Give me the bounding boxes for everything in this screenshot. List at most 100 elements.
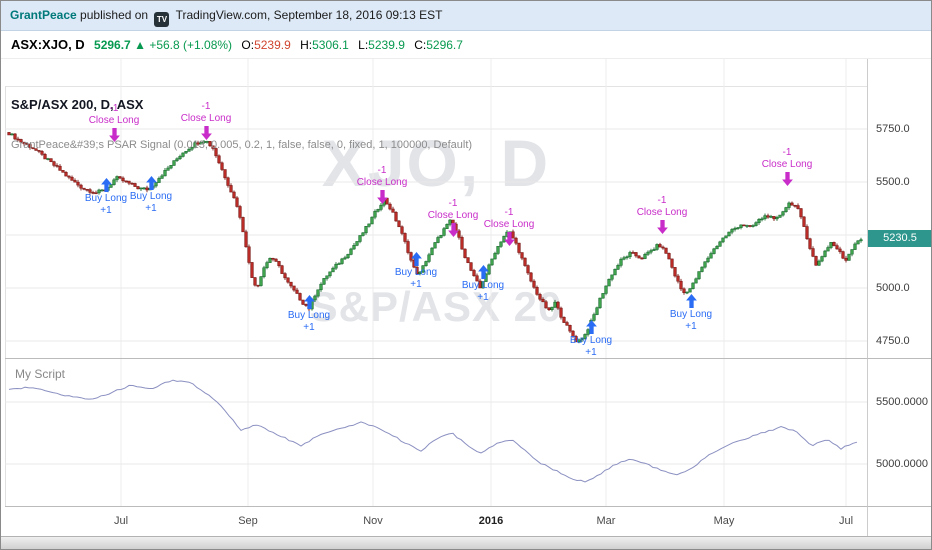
close-signal-label: Close Long xyxy=(180,113,232,124)
down-arrow-icon xyxy=(656,220,668,234)
up-arrow-icon xyxy=(145,176,157,190)
buy-signal: Buy Long +1 xyxy=(660,293,722,333)
time-axis-label: Jul xyxy=(113,515,129,527)
change-up-arrow-icon: ▲ xyxy=(134,38,146,52)
script-panel[interactable]: My Script xyxy=(5,358,867,506)
tradingview-logo-icon[interactable]: TV xyxy=(154,12,170,27)
buy-signal-delta: +1 xyxy=(303,322,315,333)
open-label: O: xyxy=(241,38,255,52)
main-chart-panel[interactable]: XJO, D S&P/ASX 20 S&P/ASX 200, D, ASX Gr… xyxy=(5,59,867,358)
chart-title: S&P/ASX 200, D, ASX xyxy=(11,97,144,112)
buy-signal-delta: +1 xyxy=(100,205,112,216)
buy-signal: Buy Long +1 xyxy=(385,251,447,291)
close-signal: -1 Close Long xyxy=(631,195,693,235)
low-label: L: xyxy=(358,38,369,52)
down-arrow-icon xyxy=(503,232,515,246)
low-value: 5239.9 xyxy=(368,38,405,52)
up-arrow-icon xyxy=(410,252,422,266)
high-label: H: xyxy=(300,38,313,52)
close-signal-label: Close Long xyxy=(761,159,813,170)
price-axis-label: 5000.0 xyxy=(876,282,910,294)
script-panel-title[interactable]: My Script xyxy=(15,367,66,381)
buy-signal-delta: +1 xyxy=(585,347,597,358)
down-arrow-icon xyxy=(781,172,793,186)
close-label: C: xyxy=(414,38,427,52)
up-arrow-icon xyxy=(100,178,112,192)
close-signal: -1 Close Long xyxy=(422,198,484,238)
buy-signal-delta: +1 xyxy=(477,292,489,303)
price-axis-label: 5500.0 xyxy=(876,176,910,188)
close-signal-label: Close Long xyxy=(88,115,140,126)
author-link[interactable]: GrantPeace xyxy=(10,8,77,22)
site-link[interactable]: TradingView.com xyxy=(175,8,267,22)
symbol-name[interactable]: ASX:XJO, D xyxy=(11,37,85,52)
down-arrow-icon xyxy=(376,190,388,204)
time-axis-label: May xyxy=(713,515,735,527)
last-price: 5296.7 xyxy=(94,38,131,52)
close-signal-label: Close Long xyxy=(427,210,479,221)
indicator-subtitle[interactable]: GrantPeace&#39;s PSAR Signal (0.013, 0.0… xyxy=(11,139,473,151)
close-signal: -1 Close Long xyxy=(756,147,818,187)
candlestick-chart[interactable] xyxy=(5,59,867,358)
buy-signal: Buy Long +1 xyxy=(560,319,622,358)
down-arrow-icon xyxy=(108,128,120,142)
close-signal-label: Close Long xyxy=(636,207,688,218)
close-signal: -1 Close Long xyxy=(175,101,237,141)
script-axis-label: 5000.0000 xyxy=(876,458,928,470)
up-arrow-icon xyxy=(303,295,315,309)
script-price-axis[interactable]: 5500.0000 5000.0000 xyxy=(867,358,931,506)
close-signal-delta: -1 xyxy=(448,198,458,209)
axis-corner xyxy=(867,506,931,536)
close-signal-delta: -1 xyxy=(201,101,211,112)
buy-signal: Buy Long +1 xyxy=(452,264,514,304)
bottom-strip xyxy=(1,536,931,549)
buy-signal: Buy Long +1 xyxy=(278,294,340,334)
time-axis-label: Jul xyxy=(838,515,854,527)
open-value: 5239.9 xyxy=(254,38,291,52)
publish-header: GrantPeace published on TV TradingView.c… xyxy=(1,1,931,31)
close-signal: -1 Close Long xyxy=(351,165,413,205)
buy-signal-label: Buy Long xyxy=(569,335,613,346)
time-axis-label: 2016 xyxy=(478,515,504,527)
down-arrow-icon xyxy=(447,223,459,237)
buy-signal-label: Buy Long xyxy=(669,309,713,320)
high-value: 5306.1 xyxy=(312,38,349,52)
price-axis-label: 5750.0 xyxy=(876,123,910,135)
time-axis-label: Nov xyxy=(363,515,383,527)
buy-signal-delta: +1 xyxy=(145,203,157,214)
buy-signal-label: Buy Long xyxy=(461,280,505,291)
buy-signal-delta: +1 xyxy=(685,321,697,332)
published-text: published on xyxy=(80,8,149,22)
buy-signal-delta: +1 xyxy=(410,279,422,290)
time-axis[interactable]: Jul Sep Nov 2016 Mar May Jul xyxy=(5,506,867,536)
buy-signal: Buy Long +1 xyxy=(120,175,182,215)
close-value: 5296.7 xyxy=(426,38,463,52)
close-signal-delta: -1 xyxy=(109,103,119,114)
time-axis-label: Mar xyxy=(596,515,616,527)
buy-signal-label: Buy Long xyxy=(287,310,331,321)
close-signal-label: Close Long xyxy=(483,219,535,230)
chart-frame-top-line xyxy=(5,86,931,87)
chart-frame-left-line xyxy=(5,86,6,536)
last-price-tag: 5230.5 xyxy=(868,230,931,247)
price-axis-label: 4750.0 xyxy=(876,335,910,347)
buy-signal-label: Buy Long xyxy=(129,191,173,202)
price-change: +56.8 (+1.08%) xyxy=(149,38,233,52)
close-signal-delta: -1 xyxy=(657,195,667,206)
close-signal-delta: -1 xyxy=(504,207,514,218)
down-arrow-icon xyxy=(200,126,212,140)
close-signal-label: Close Long xyxy=(356,177,408,188)
up-arrow-icon xyxy=(685,294,697,308)
buy-signal-label: Buy Long xyxy=(394,267,438,278)
script-axis-label: 5500.0000 xyxy=(876,396,928,408)
script-line-chart[interactable] xyxy=(5,359,867,506)
close-signal: -1 Close Long xyxy=(83,103,145,143)
publish-date: , September 18, 2016 09:13 EST xyxy=(266,8,443,22)
buy-signal-label: Buy Long xyxy=(84,193,128,204)
close-signal-delta: -1 xyxy=(377,165,387,176)
buy-signal: Buy Long +1 xyxy=(75,177,137,217)
symbol-info-bar: ASX:XJO, D 5296.7 ▲ +56.8 (+1.08%) O:523… xyxy=(1,31,931,59)
close-signal-delta: -1 xyxy=(782,147,792,158)
